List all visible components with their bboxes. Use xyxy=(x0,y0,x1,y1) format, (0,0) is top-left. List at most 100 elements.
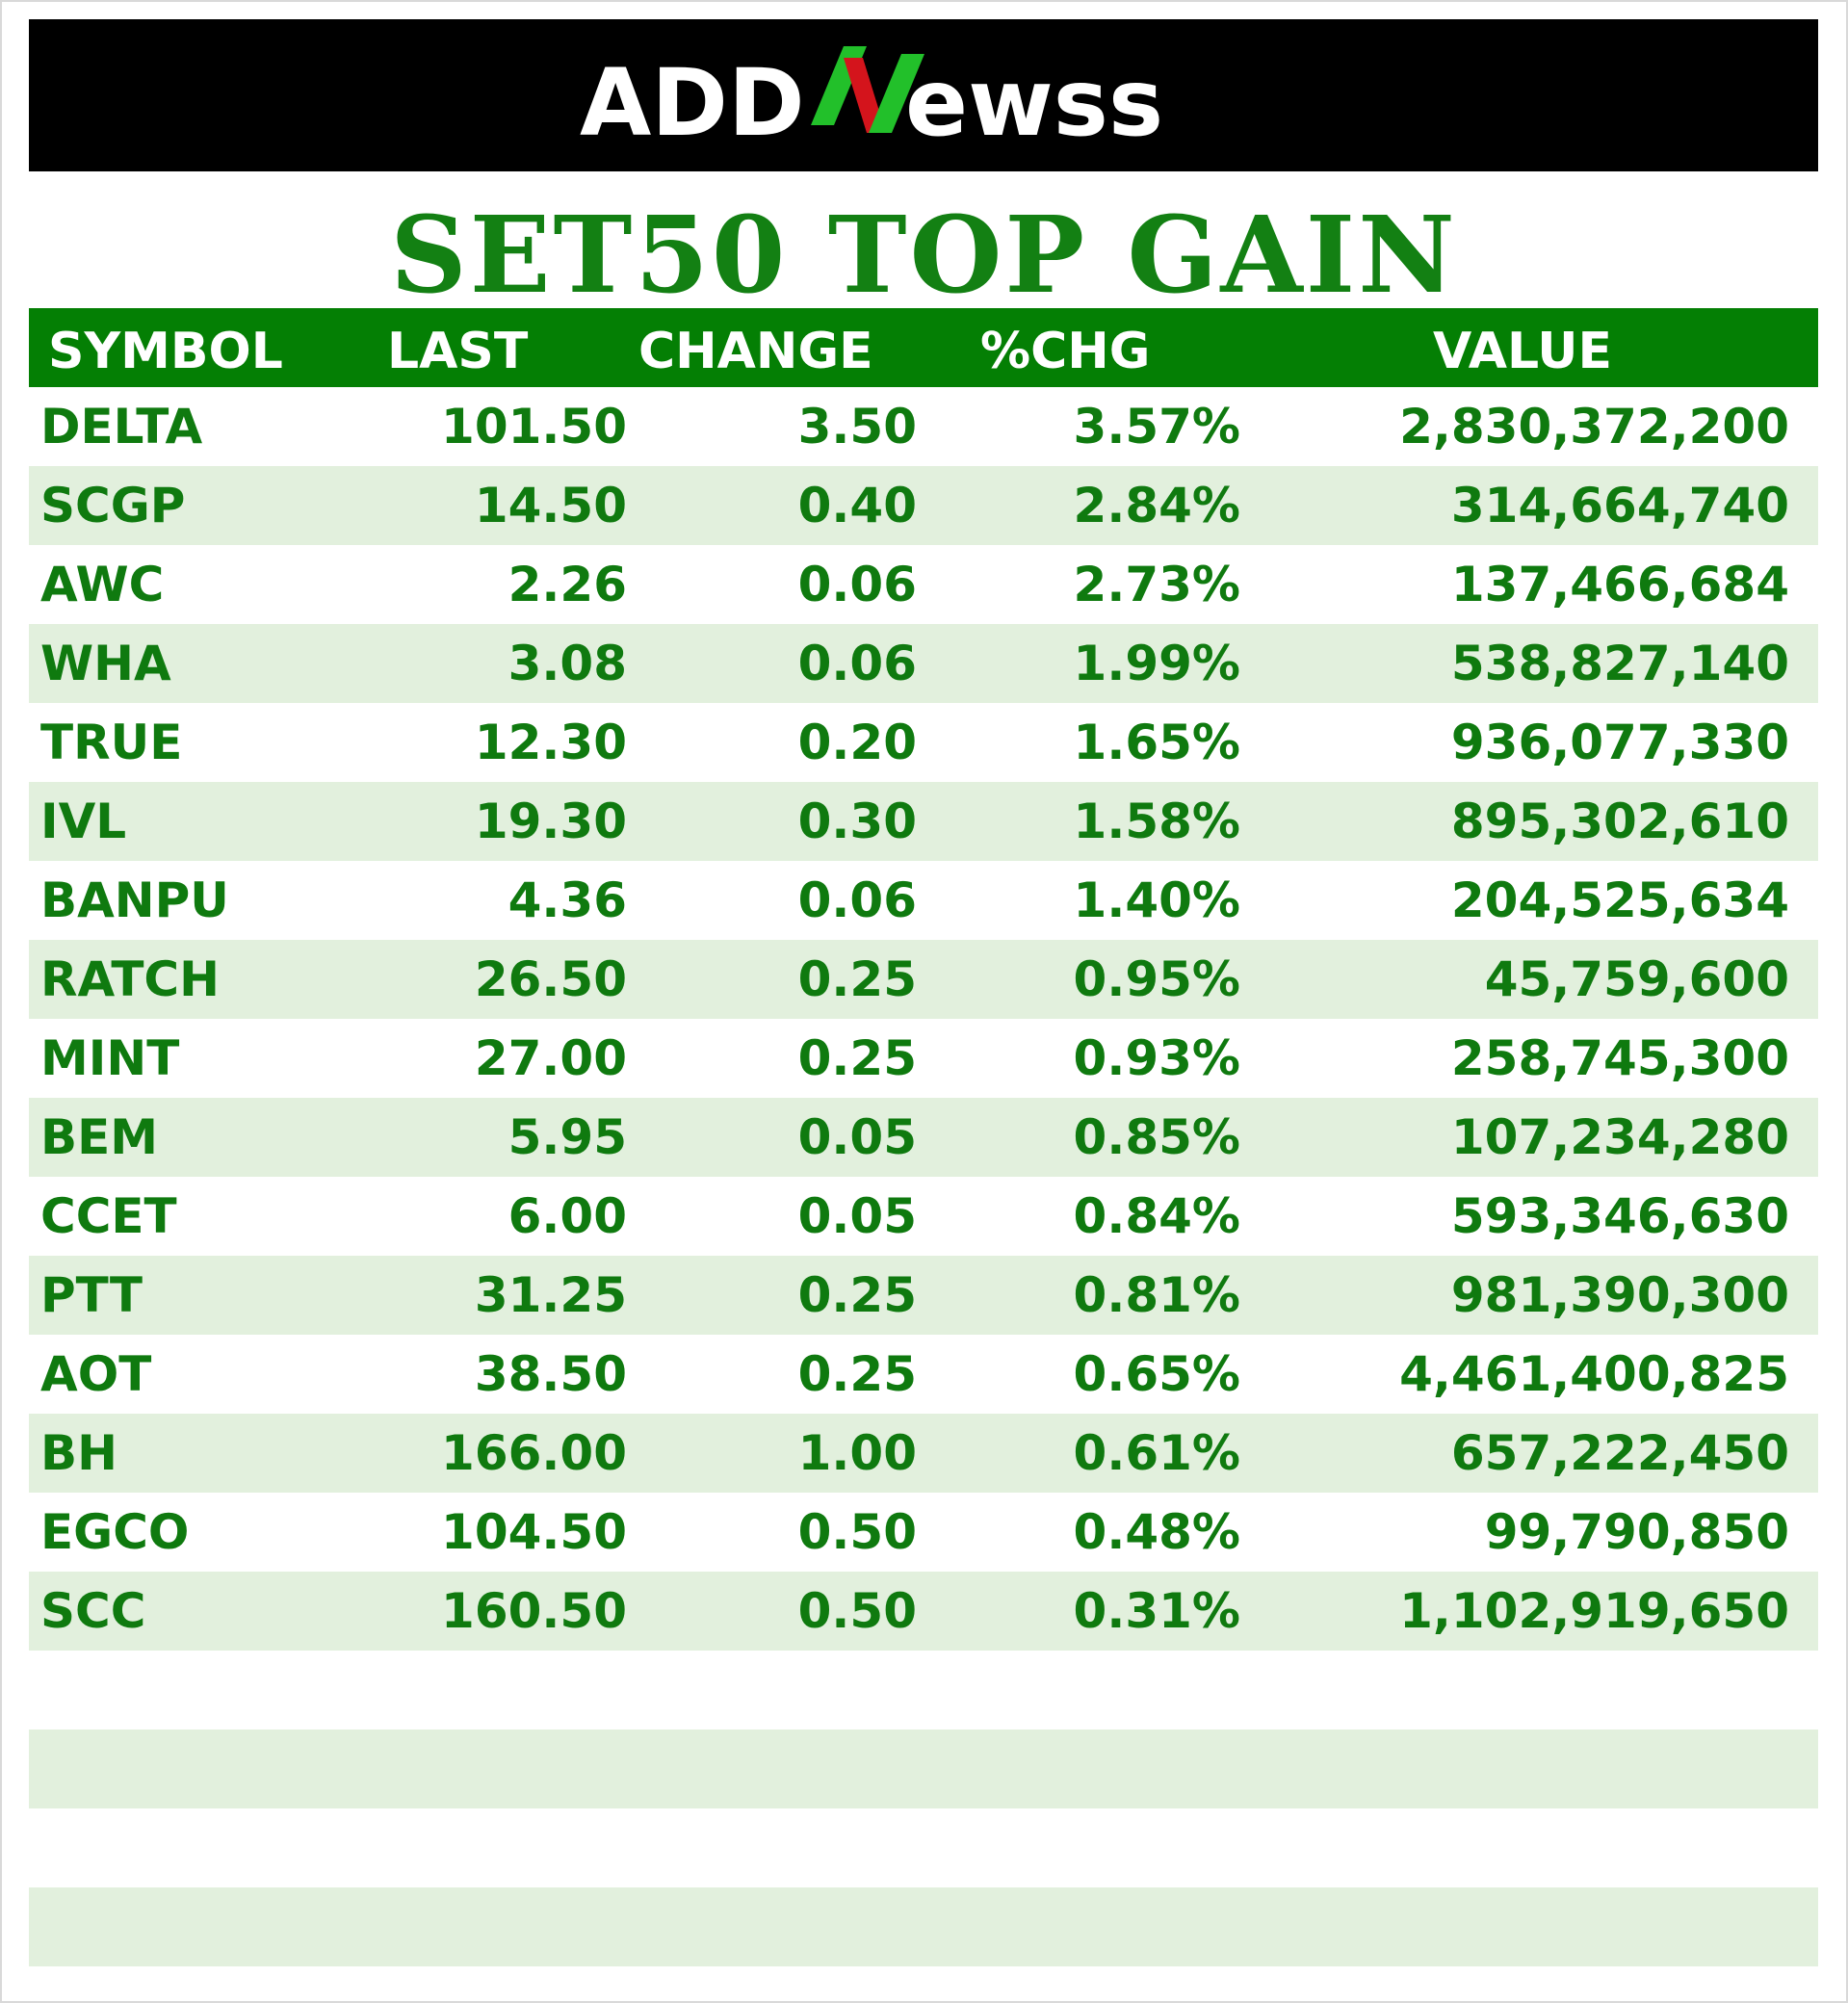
symbol-cell: AOT xyxy=(40,1346,152,1402)
table-row: SCC 160.50 0.50 0.31% 1,102,919,650 xyxy=(29,1572,1818,1651)
table-row: DELTA 101.50 3.50 3.57% 2,830,372,200 xyxy=(29,387,1818,466)
change-cell: 0.40 xyxy=(797,478,917,533)
symbol-cell: MINT xyxy=(40,1030,180,1086)
symbol-cell: CCET xyxy=(40,1188,177,1244)
symbol-cell: TRUE xyxy=(40,715,183,770)
value-cell: 99,790,850 xyxy=(1484,1504,1789,1560)
symbol-cell: PTT xyxy=(40,1267,143,1323)
pct-change-cell: 0.61% xyxy=(1073,1425,1240,1481)
last-cell: 101.50 xyxy=(441,399,627,455)
last-cell: 12.30 xyxy=(474,715,627,770)
change-cell: 0.06 xyxy=(797,636,917,691)
last-cell: 6.00 xyxy=(508,1188,627,1244)
change-cell: 0.05 xyxy=(797,1188,917,1244)
pct-change-cell: 0.93% xyxy=(1073,1030,1240,1086)
page-title: SET50 TOP GAIN xyxy=(390,193,1458,317)
last-cell: 104.50 xyxy=(441,1504,627,1560)
table-row xyxy=(29,1808,1818,1887)
change-cell: 0.06 xyxy=(797,557,917,612)
pct-change-cell: 0.95% xyxy=(1073,951,1240,1007)
last-cell: 27.00 xyxy=(474,1030,627,1086)
last-cell: 5.95 xyxy=(508,1109,627,1165)
pct-change-cell: 1.58% xyxy=(1073,793,1240,849)
symbol-cell: EGCO xyxy=(40,1504,190,1560)
value-cell: 2,830,372,200 xyxy=(1399,399,1789,455)
change-cell: 0.50 xyxy=(797,1583,917,1639)
svg-text:ewss: ewss xyxy=(905,49,1163,157)
header-value: VALUE xyxy=(1433,323,1612,380)
last-cell: 2.26 xyxy=(508,557,627,612)
last-cell: 31.25 xyxy=(474,1267,627,1323)
value-cell: 538,827,140 xyxy=(1450,636,1789,691)
change-cell: 0.25 xyxy=(797,1030,917,1086)
last-cell: 26.50 xyxy=(474,951,627,1007)
top-gain-table: SYMBOL LAST CHANGE %CHG VALUE DELTA 101.5… xyxy=(29,308,1818,1966)
symbol-cell: SCC xyxy=(40,1583,146,1639)
pct-change-cell: 1.65% xyxy=(1073,715,1240,770)
pct-change-cell: 1.40% xyxy=(1073,872,1240,928)
last-cell: 166.00 xyxy=(441,1425,627,1481)
value-cell: 1,102,919,650 xyxy=(1399,1583,1789,1639)
table-row xyxy=(29,1651,1818,1730)
value-cell: 45,759,600 xyxy=(1484,951,1789,1007)
change-cell: 0.05 xyxy=(797,1109,917,1165)
last-cell: 38.50 xyxy=(474,1346,627,1402)
change-cell: 0.50 xyxy=(797,1504,917,1560)
last-cell: 3.08 xyxy=(508,636,627,691)
last-cell: 4.36 xyxy=(508,872,627,928)
header-change: CHANGE xyxy=(638,323,873,380)
pct-change-cell: 0.84% xyxy=(1073,1188,1240,1244)
value-cell: 936,077,330 xyxy=(1450,715,1789,770)
table-row: IVL 19.30 0.30 1.58% 895,302,610 xyxy=(29,782,1818,861)
symbol-cell: AWC xyxy=(40,557,165,612)
symbol-cell: SCGP xyxy=(40,478,186,533)
brand-banner: ADD ewss xyxy=(29,19,1818,171)
table-row: RATCH 26.50 0.25 0.95% 45,759,600 xyxy=(29,940,1818,1019)
table-row: WHA 3.08 0.06 1.99% 538,827,140 xyxy=(29,624,1818,703)
pct-change-cell: 1.99% xyxy=(1073,636,1240,691)
pct-change-cell: 3.57% xyxy=(1073,399,1240,455)
value-cell: 4,461,400,825 xyxy=(1399,1346,1789,1402)
table-row: CCET 6.00 0.05 0.84% 593,346,630 xyxy=(29,1177,1818,1256)
table-row: BH 166.00 1.00 0.61% 657,222,450 xyxy=(29,1414,1818,1493)
pct-change-cell: 0.81% xyxy=(1073,1267,1240,1323)
table-row: PTT 31.25 0.25 0.81% 981,390,300 xyxy=(29,1256,1818,1335)
value-cell: 895,302,610 xyxy=(1450,793,1789,849)
symbol-cell: BEM xyxy=(40,1109,159,1165)
header-symbol: SYMBOL xyxy=(48,323,283,380)
table-row: SCGP 14.50 0.40 2.84% 314,664,740 xyxy=(29,466,1818,545)
addnewss-logo: ADD ewss xyxy=(580,46,1163,157)
pct-change-cell: 0.31% xyxy=(1073,1583,1240,1639)
last-cell: 160.50 xyxy=(441,1583,627,1639)
table-header: SYMBOL LAST CHANGE %CHG VALUE xyxy=(29,308,1818,387)
symbol-cell: BANPU xyxy=(40,872,229,928)
symbol-cell: RATCH xyxy=(40,951,220,1007)
change-cell: 0.30 xyxy=(797,793,917,849)
value-cell: 657,222,450 xyxy=(1450,1425,1789,1481)
value-cell: 258,745,300 xyxy=(1450,1030,1789,1086)
svg-text:ADD: ADD xyxy=(580,49,805,157)
change-cell: 1.00 xyxy=(797,1425,917,1481)
value-cell: 107,234,280 xyxy=(1450,1109,1789,1165)
header-pct-change: %CHG xyxy=(980,323,1151,380)
table-row xyxy=(29,1887,1818,1966)
table-row: EGCO 104.50 0.50 0.48% 99,790,850 xyxy=(29,1493,1818,1572)
value-cell: 137,466,684 xyxy=(1450,557,1789,612)
pct-change-cell: 2.73% xyxy=(1073,557,1240,612)
symbol-cell: DELTA xyxy=(40,399,203,455)
change-cell: 3.50 xyxy=(797,399,917,455)
pct-change-cell: 0.48% xyxy=(1073,1504,1240,1560)
change-cell: 0.25 xyxy=(797,1346,917,1402)
pct-change-cell: 0.65% xyxy=(1073,1346,1240,1402)
table-row: BEM 5.95 0.05 0.85% 107,234,280 xyxy=(29,1098,1818,1177)
change-cell: 0.25 xyxy=(797,1267,917,1323)
table-row: BANPU 4.36 0.06 1.40% 204,525,634 xyxy=(29,861,1818,940)
table-row xyxy=(29,1730,1818,1808)
pct-change-cell: 2.84% xyxy=(1073,478,1240,533)
value-cell: 314,664,740 xyxy=(1450,478,1789,533)
change-cell: 0.20 xyxy=(797,715,917,770)
table-row: TRUE 12.30 0.20 1.65% 936,077,330 xyxy=(29,703,1818,782)
change-cell: 0.25 xyxy=(797,951,917,1007)
table-row: MINT 27.00 0.25 0.93% 258,745,300 xyxy=(29,1019,1818,1098)
